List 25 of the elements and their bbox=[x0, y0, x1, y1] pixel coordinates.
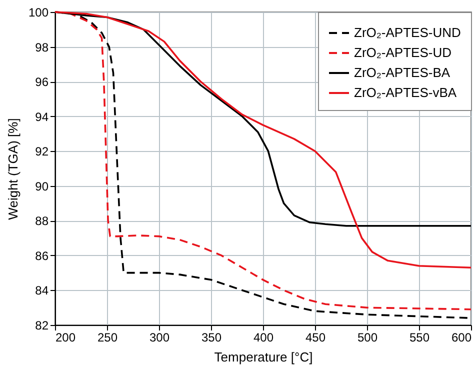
y-tick-label: 94 bbox=[35, 110, 49, 124]
x-tick-label: 300 bbox=[149, 330, 170, 344]
x-tick-label: 350 bbox=[201, 330, 222, 344]
x-tick-label: 500 bbox=[357, 330, 378, 344]
y-tick-label: 96 bbox=[35, 75, 49, 90]
x-tick-label: 250 bbox=[97, 330, 118, 344]
y-tick-label: 98 bbox=[35, 40, 49, 54]
x-tick-label: 450 bbox=[305, 330, 326, 344]
x-tick-label: 200 bbox=[56, 330, 76, 344]
legend-label: ZrO₂-APTES-vBA bbox=[354, 85, 457, 100]
x-axis-title: Temperature [°C] bbox=[214, 350, 313, 364]
y-tick-label: 82 bbox=[35, 318, 49, 332]
y-tick-label: 92 bbox=[35, 144, 49, 159]
legend-label: ZrO₂-APTES-UD bbox=[354, 45, 452, 60]
x-tick-label: 400 bbox=[253, 330, 274, 344]
legend-label: ZrO₂-APTES-UND bbox=[354, 25, 461, 40]
y-axis-title: Weight (TGA) [%] bbox=[5, 118, 20, 220]
y-tick-label: 86 bbox=[35, 248, 49, 263]
y-tick-label: 100 bbox=[28, 6, 49, 20]
legend-label: ZrO₂-APTES-BA bbox=[354, 65, 450, 80]
x-tick-label: 550 bbox=[409, 330, 430, 344]
y-tick-label: 88 bbox=[35, 214, 49, 228]
y-tick-label: 84 bbox=[35, 284, 49, 298]
x-tick-label: 600 bbox=[451, 330, 472, 344]
y-tick-label: 90 bbox=[35, 179, 49, 194]
